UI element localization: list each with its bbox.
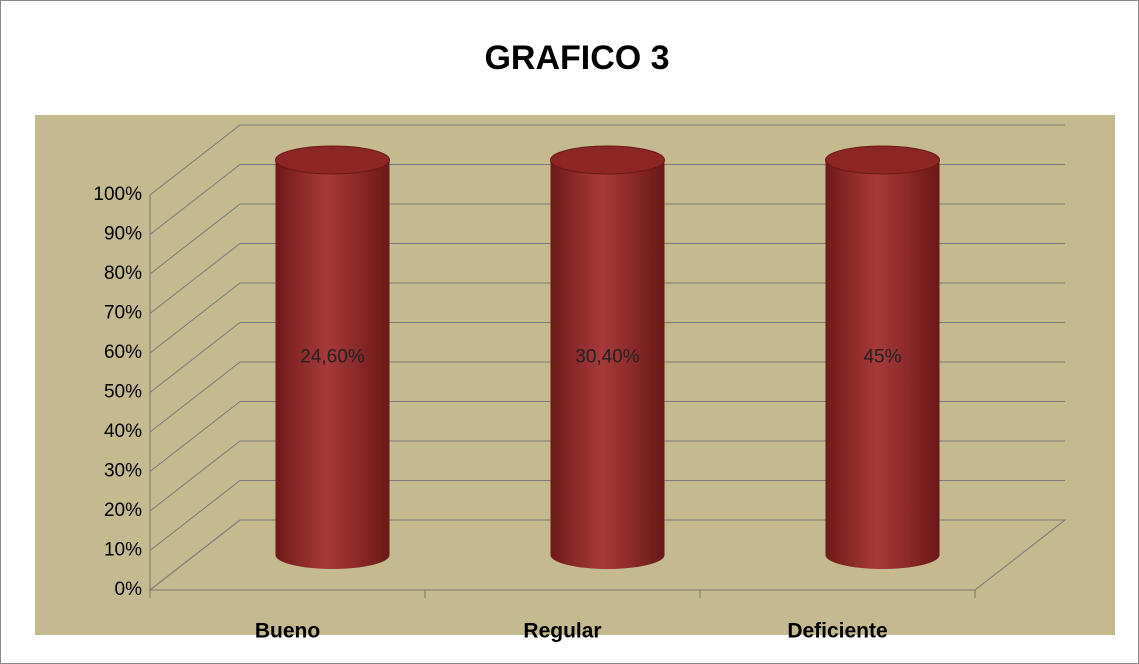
x-tick-label: Bueno [255,620,320,643]
grid-line [149,401,1065,472]
x-tick-label: Deficiente [787,620,887,643]
bar-top [275,145,390,175]
data-label: 24,60% [300,347,365,368]
data-label: 45% [863,347,901,368]
data-label: 30,40% [575,347,640,368]
bar [275,160,390,570]
y-tick-label: 80% [104,263,142,284]
bar [825,160,940,570]
grid-line [149,519,1065,591]
grid-line [149,124,1065,196]
grid-line [149,164,1065,235]
y-tick-label: 50% [104,382,142,403]
bar [550,160,665,570]
bar-top [825,145,940,175]
chart-title: GRAFICO 3 [484,39,669,77]
grid-line [149,480,1065,551]
y-tick-label: 100% [93,184,142,205]
grid-line [149,203,1065,275]
grid-line [149,361,1065,433]
grid-line [149,440,1065,512]
grid-line [149,322,1065,393]
y-tick-label: 0% [115,579,143,600]
bar-top [550,145,665,175]
y-tick-label: 30% [104,461,142,482]
y-tick-label: 40% [104,421,142,442]
grid-line [149,243,1065,314]
y-tick-label: 90% [104,224,142,245]
y-tick-label: 70% [104,303,142,324]
y-tick-label: 60% [104,342,142,363]
y-tick-label: 10% [104,540,142,561]
grid-line [149,282,1065,354]
x-tick-label: Regular [523,620,601,643]
y-tick-label: 20% [104,500,142,521]
